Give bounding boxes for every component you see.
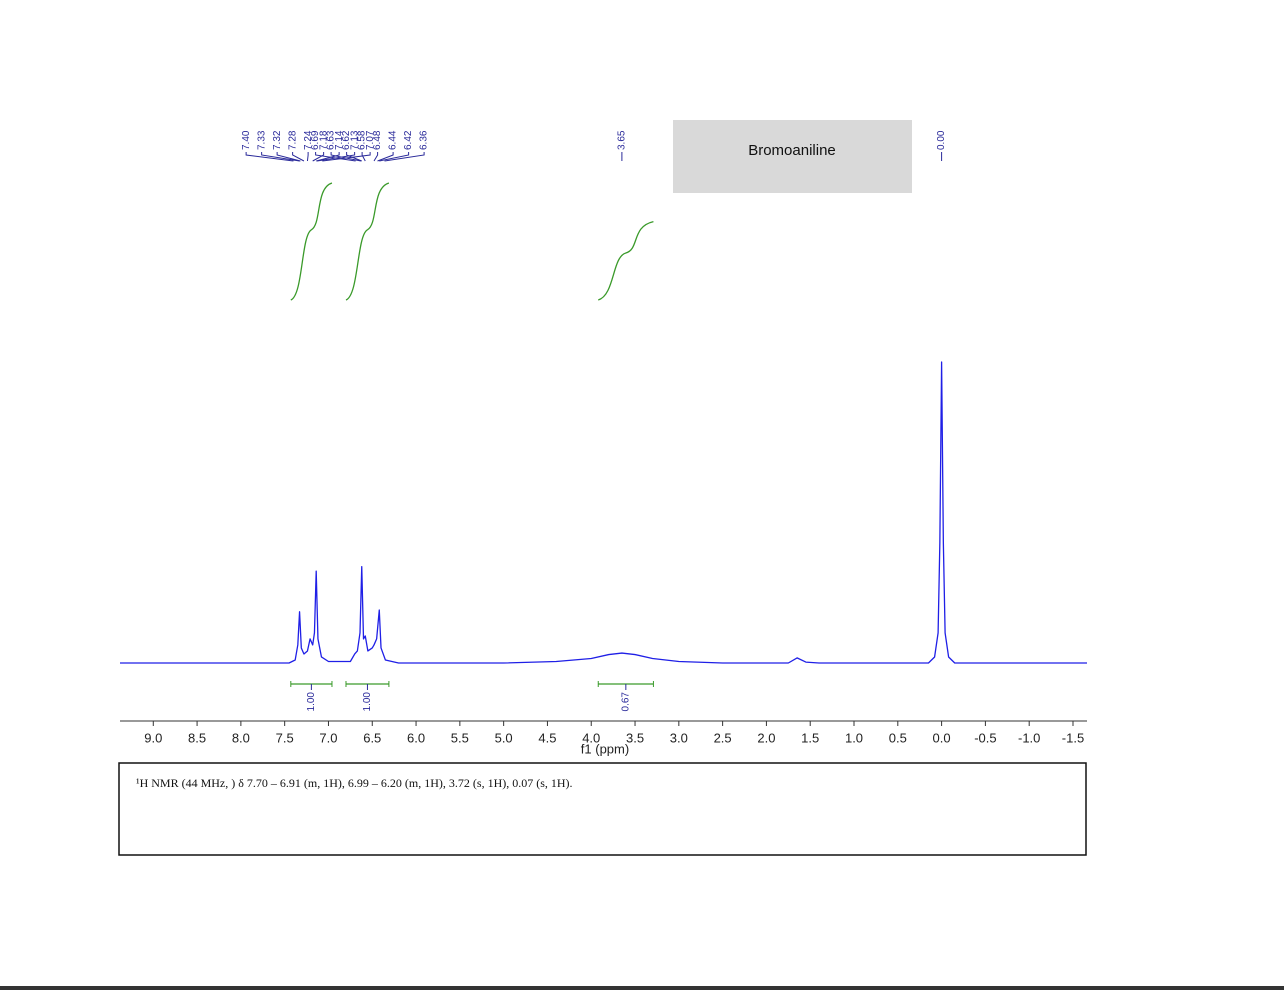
title-box [673, 120, 912, 193]
peak-connector [361, 152, 366, 162]
x-tick-label: 7.5 [276, 730, 294, 745]
x-tick-label: -1.0 [1018, 730, 1040, 745]
peak-label: 7.33 [256, 130, 267, 150]
integral-curve [345, 182, 390, 301]
x-tick-label: 8.0 [232, 730, 250, 745]
peak-connector [373, 152, 379, 162]
peak-connector [261, 152, 300, 162]
peak-connector [245, 152, 294, 162]
peak-label: 7.40 [241, 130, 252, 150]
peak-label: 7.32 [272, 130, 283, 150]
chart-title: Bromoaniline [748, 142, 836, 159]
x-tick-label: 0.5 [889, 730, 907, 745]
x-tick-label: -0.5 [974, 730, 996, 745]
peak-connector [322, 152, 371, 162]
peak-connector [312, 152, 325, 162]
x-tick-label: 4.0 [582, 730, 600, 745]
peak-connector [316, 152, 340, 162]
peak-label: 6.42 [403, 130, 414, 150]
x-tick-label: 6.5 [363, 730, 381, 745]
spectrum [120, 361, 1087, 664]
peak-label: 6.58 [357, 130, 368, 150]
peak-connector [346, 152, 362, 162]
x-tick-label: 1.5 [801, 730, 819, 745]
x-tick-label: 6.0 [407, 730, 425, 745]
peak-label: 0.00 [936, 130, 947, 150]
x-tick-label: 4.5 [538, 730, 556, 745]
peak-label: 3.65 [617, 130, 628, 150]
integral-label: 1.00 [306, 692, 317, 712]
peak-label: 7.18 [318, 130, 329, 150]
x-tick-label: 5.0 [495, 730, 513, 745]
peak-label: 7.07 [365, 130, 376, 150]
caption-box [118, 762, 1087, 856]
peak-label: 7.24 [303, 130, 314, 150]
peak-connector [377, 152, 394, 162]
peak-label: 7.13 [349, 130, 360, 150]
x-tick-label: 9.0 [144, 730, 162, 745]
x-tick-label: 8.5 [188, 730, 206, 745]
peak-connector [384, 152, 425, 162]
caption: ¹H NMR (44 MHz, ) δ 7.70 – 6.91 (m, 1H),… [136, 776, 573, 790]
peak-label: 6.63 [326, 130, 337, 150]
peak-label: 6.62 [341, 130, 352, 150]
peak-label: 7.14 [334, 130, 345, 150]
peak-connector [276, 152, 301, 162]
peak-connector [292, 152, 305, 162]
x-tick-label: 1.0 [845, 730, 863, 745]
peak-label: 6.69 [310, 130, 321, 150]
x-tick-label: 7.0 [319, 730, 337, 745]
integral-curve [290, 182, 333, 301]
peak-connector [316, 152, 356, 162]
peak-label: 6.48 [372, 130, 383, 150]
x-tick-label: 3.0 [670, 730, 688, 745]
x-tick-label: 2.0 [757, 730, 775, 745]
peak-connector [315, 152, 356, 162]
peak-connector [330, 152, 361, 162]
integral-curve [597, 220, 654, 301]
integral-label: 1.00 [362, 692, 373, 712]
peak-label: 6.44 [388, 130, 399, 150]
window-edge [0, 986, 1284, 990]
x-tick-label: 0.0 [933, 730, 951, 745]
peak-label: 6.36 [419, 130, 430, 150]
integral-label: 0.67 [620, 692, 631, 712]
x-tick-label: -1.5 [1062, 730, 1084, 745]
x-tick-label: 5.5 [451, 730, 469, 745]
x-tick-label: 2.5 [714, 730, 732, 745]
peak-connector [379, 152, 410, 162]
x-tick-label: 3.5 [626, 730, 644, 745]
peak-connector [306, 152, 309, 162]
x-axis-label: f1 (ppm) [581, 741, 629, 756]
peak-label: 7.28 [287, 130, 298, 150]
